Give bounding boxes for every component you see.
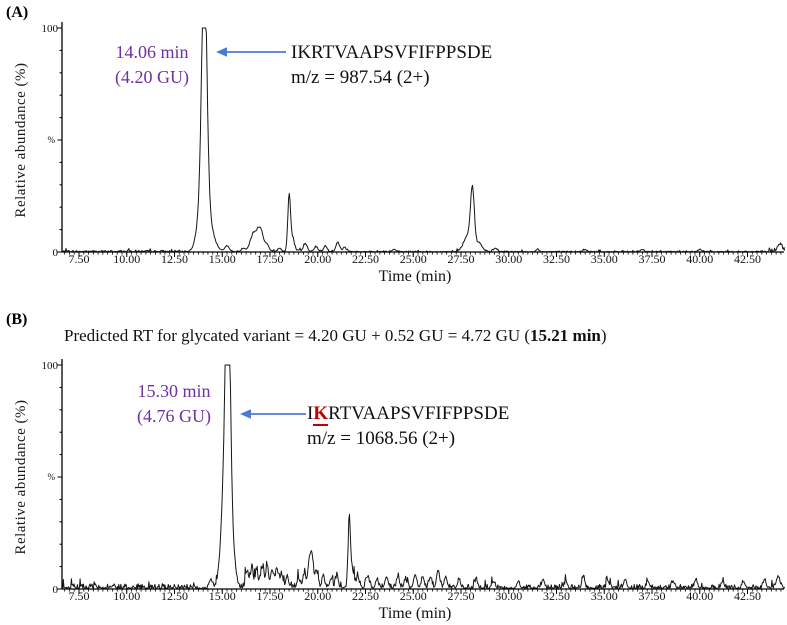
panel-a-label: (A) [6,4,29,21]
glycated-residue-b: K [313,403,329,426]
arrow-a-icon [216,47,286,57]
x-tick-label: 42.50 [734,252,761,266]
x-tick-label: 7.50 [69,589,90,603]
x-tick-label: 27.50 [448,252,475,266]
x-tick-label: 42.50 [734,589,761,603]
peptide-sequence-a: IKRTVAAPSVFIFPPSDE [291,40,492,65]
rt-value-b: 15.30 min [137,381,211,401]
peptide-annotation-a: IKRTVAAPSVFIFPPSDE m/z = 987.54 (2+) [291,40,492,90]
mz-label-a: m/z = 987.54 (2+) [291,67,430,88]
x-tick-label: 15.00 [209,252,236,266]
x-tick-label: 17.50 [257,589,284,603]
peptide-post-b: RTVAAPSVFIFPPSDE [328,403,510,424]
x-tick-label: 32.50 [543,589,570,603]
x-axis-title: Time (min) [379,268,452,285]
x-tick-label: 10.00 [113,589,140,603]
peptide-pre-a: IKRTVAAPSVFIFPPSDE [291,42,493,63]
x-tick-label: 25.00 [400,252,427,266]
chromatogram-trace [62,364,786,589]
peptide-sequence-b: IKRTVAAPSVFIFPPSDE [307,401,509,426]
y-axis-title-b: Relative abundance (%) [13,399,29,555]
x-tick-label: 40.00 [686,589,713,603]
x-tick-label: 40.00 [686,252,713,266]
x-tick-label: 20.00 [304,589,331,603]
x-tick-label: 37.50 [639,589,666,603]
rt-value-a: 14.06 min [115,42,189,62]
x-tick-label: 7.50 [69,252,90,266]
x-tick-label: 30.00 [495,252,522,266]
x-tick-label: 22.50 [352,252,379,266]
y-mid-percent-label: % [48,472,56,482]
x-tick-label: 27.50 [448,589,475,603]
predicted-rt-suffix: ) [600,326,607,345]
x-tick-label: 10.00 [113,252,140,266]
gu-value-b: (4.76 GU) [137,406,211,426]
x-tick-label: 32.50 [543,252,570,266]
x-tick-label: 30.00 [495,589,522,603]
predicted-rt-bold: 15.21 min [530,326,601,345]
rt-annotation-b: 15.30 min (4.76 GU) [123,379,225,429]
x-tick-label: 17.50 [257,252,284,266]
predicted-rt-prefix: Predicted RT for glycated variant = 4.20… [64,326,531,345]
x-tick-label: 25.00 [400,589,427,603]
x-tick-label: 20.00 [304,252,331,266]
peptide-pre-b: I [307,403,314,424]
rt-annotation-a: 14.06 min (4.20 GU) [101,40,203,90]
y-mid-percent-label: % [48,135,56,145]
x-tick-label: 35.00 [591,252,618,266]
y-min-label: 0 [53,584,59,596]
gu-value-a: (4.20 GU) [115,67,189,87]
predicted-rt-header: Predicted RT for glycated variant = 4.20… [64,326,607,346]
x-tick-label: 12.50 [161,589,188,603]
arrow-b-icon [240,409,306,419]
chromatogram-trace [61,27,786,253]
y-max-label: 100 [42,360,59,372]
peptide-annotation-b: IKRTVAAPSVFIFPPSDE m/z = 1068.56 (2+) [307,401,509,451]
y-axis-title-a: Relative abundance (%) [13,62,29,218]
x-tick-label: 35.00 [591,589,618,603]
panel-b-label: (B) [6,311,28,328]
y-max-label: 100 [42,23,59,35]
x-tick-label: 37.50 [639,252,666,266]
x-tick-label: 12.50 [161,252,188,266]
y-min-label: 0 [53,247,59,259]
mz-label-b: m/z = 1068.56 (2+) [307,428,456,449]
x-tick-label: 15.00 [209,589,236,603]
x-axis-title: Time (min) [379,605,452,622]
x-tick-label: 22.50 [352,589,379,603]
